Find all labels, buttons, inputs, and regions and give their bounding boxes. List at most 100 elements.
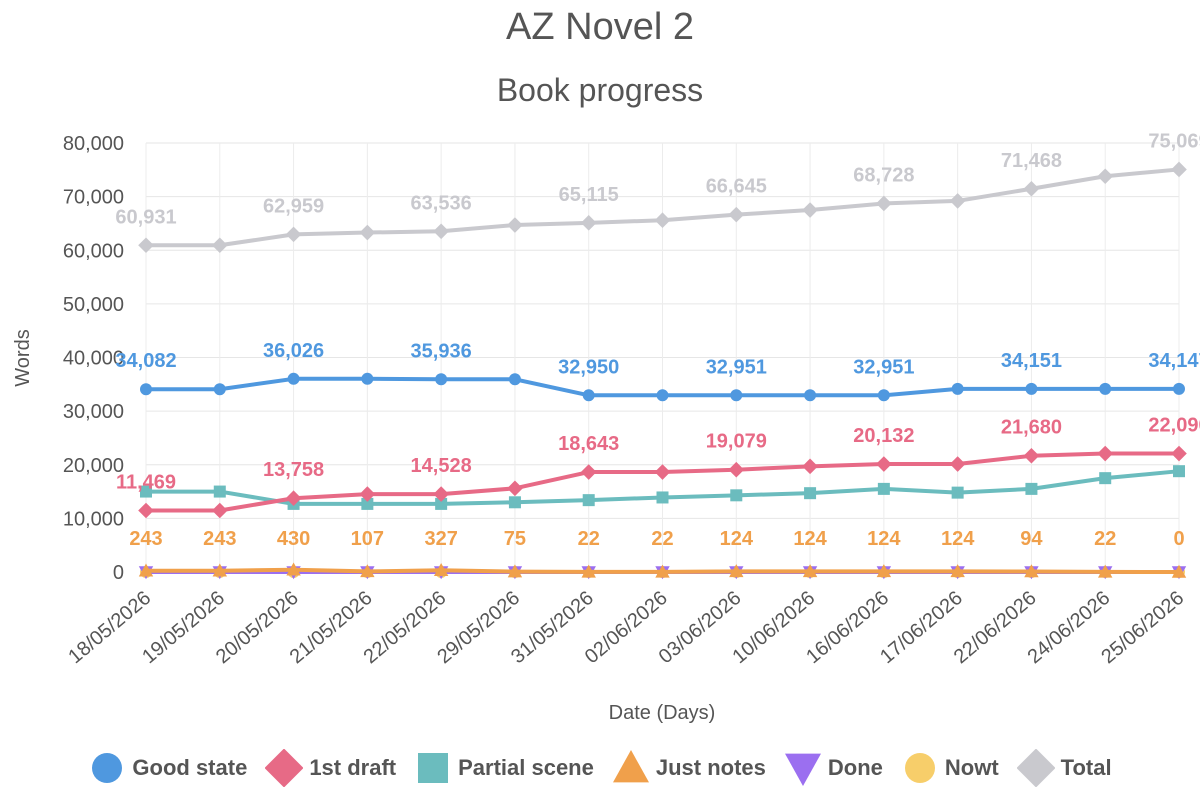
legend-marker-nowt xyxy=(904,753,935,783)
total-point xyxy=(211,237,228,254)
total-data-label: 71,468 xyxy=(1001,150,1062,172)
series-1st-draft xyxy=(138,445,1187,519)
legend-symbol xyxy=(904,753,935,783)
good-state-point xyxy=(1099,382,1112,395)
data-labels: 60,931 62,959 63,536 65,115 66,645 68,728 71,4… xyxy=(115,130,1200,550)
legend-symbol xyxy=(784,753,821,786)
good-state-point xyxy=(877,389,890,402)
legend-symbol xyxy=(418,753,449,783)
good-state-point xyxy=(140,383,152,396)
partial-scene-point xyxy=(877,482,890,495)
series-good-state xyxy=(140,372,1185,402)
legend-symbol xyxy=(265,749,304,787)
legend-label: Done xyxy=(827,755,883,780)
1st-draft-point xyxy=(433,486,449,502)
legend-item-just-notes[interactable]: Just notes xyxy=(612,749,766,787)
1st-draft-data-label: 19,079 xyxy=(706,431,767,453)
1st-draft-point xyxy=(359,486,376,502)
just-notes-point xyxy=(581,564,596,578)
just-notes-data-label: 124 xyxy=(720,528,754,550)
total-point xyxy=(1171,161,1187,178)
1st-draft-data-label: 20,132 xyxy=(853,425,914,447)
just-notes-point xyxy=(360,564,375,578)
total-point xyxy=(285,226,302,243)
y-tick-label: 20,000 xyxy=(63,455,124,477)
1st-draft-data-label: 11,469 xyxy=(116,471,176,493)
just-notes-data-label: 243 xyxy=(129,528,162,550)
partial-scene-point xyxy=(582,494,595,507)
1st-draft-point xyxy=(285,490,302,507)
legend-item-partial-scene[interactable]: Partial scene xyxy=(414,749,594,787)
legend-item-done[interactable]: Done xyxy=(784,749,883,787)
y-axis-ticks: 0 10,000 20,000 30,000 40,000 50,000 60,000 70,… xyxy=(63,133,124,584)
just-notes-point xyxy=(507,564,523,578)
legend-marker-1st-draft xyxy=(265,749,304,787)
partial-scene-point xyxy=(1173,465,1185,478)
legend: Good state 1st draft Partial scene Just not… xyxy=(0,748,1200,788)
good-state-point xyxy=(1173,382,1185,395)
series-total xyxy=(138,161,1187,254)
total-data-label: 68,728 xyxy=(853,164,914,186)
1st-draft-point xyxy=(507,480,523,497)
just-notes-data-label: 327 xyxy=(424,528,457,550)
partial-scene-point xyxy=(1099,472,1112,485)
good-state-data-label: 35,936 xyxy=(411,340,472,362)
1st-draft-point xyxy=(138,502,154,519)
good-state-point xyxy=(730,389,743,402)
good-state-data-label: 34,147 xyxy=(1148,350,1200,372)
x-axis-ticks: 18/05/202619/05/202620/05/202621/05/2026… xyxy=(64,587,1188,668)
1st-draft-data-label: 14,528 xyxy=(411,455,472,477)
total-point xyxy=(138,237,154,254)
legend-label: Good state xyxy=(132,755,248,780)
legend-label: Total xyxy=(1060,755,1112,780)
partial-scene-point xyxy=(361,497,374,510)
total-data-label: 62,959 xyxy=(263,195,324,217)
legend-label: Nowt xyxy=(944,755,999,780)
1st-draft-data-label: 22,090 xyxy=(1148,415,1200,437)
good-state-point xyxy=(361,372,374,385)
total-point xyxy=(876,195,892,212)
good-state-point xyxy=(213,383,226,396)
partial-scene-point xyxy=(656,491,669,504)
just-notes-data-label: 94 xyxy=(1020,528,1043,550)
series-just-notes xyxy=(138,562,1187,578)
good-state-point xyxy=(951,382,964,395)
total-point xyxy=(1023,180,1040,197)
1st-draft-point xyxy=(211,502,228,519)
legend-item-total[interactable]: Total xyxy=(1016,749,1112,787)
just-notes-data-label: 124 xyxy=(867,528,901,550)
legend-item-nowt[interactable]: Nowt xyxy=(901,749,999,787)
just-notes-data-label: 124 xyxy=(793,528,827,550)
y-tick-label: 70,000 xyxy=(63,187,124,209)
x-tick-label: 25/06/2026 xyxy=(1097,587,1188,668)
just-notes-data-label: 22 xyxy=(578,528,600,550)
legend-label: Partial scene xyxy=(458,755,594,780)
just-notes-point xyxy=(286,562,301,576)
y-tick-label: 80,000 xyxy=(63,133,124,155)
1st-draft-point xyxy=(580,464,597,480)
just-notes-data-label: 22 xyxy=(651,528,673,550)
partial-scene-point xyxy=(435,497,448,510)
legend-label: Just notes xyxy=(655,755,766,780)
series-partial-scene xyxy=(140,465,1185,510)
total-point xyxy=(802,202,818,218)
1st-draft-point xyxy=(949,456,966,472)
good-state-data-label: 32,951 xyxy=(853,356,914,378)
legend-item-good-state[interactable]: Good state xyxy=(88,749,247,787)
just-notes-point xyxy=(655,564,670,578)
y-tick-label: 10,000 xyxy=(63,508,124,530)
just-notes-point xyxy=(729,564,744,578)
y-tick-label: 60,000 xyxy=(63,240,124,262)
total-point xyxy=(949,193,966,209)
total-point xyxy=(654,212,671,229)
partial-scene-point xyxy=(804,487,817,500)
1st-draft-point xyxy=(1171,445,1187,462)
good-state-data-label: 32,951 xyxy=(706,356,767,378)
legend-label: 1st draft xyxy=(309,755,397,780)
good-state-point xyxy=(582,389,595,402)
legend-symbol xyxy=(1016,749,1055,787)
good-state-point xyxy=(508,373,521,386)
just-notes-point xyxy=(876,564,892,578)
legend-item-1st-draft[interactable]: 1st draft xyxy=(265,749,396,787)
just-notes-point xyxy=(1024,564,1039,578)
